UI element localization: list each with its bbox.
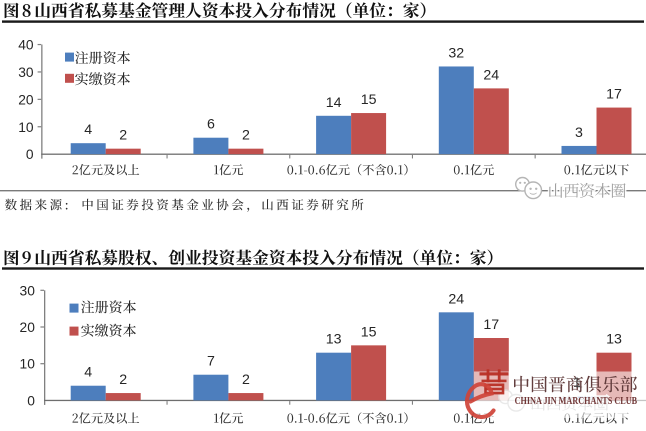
svg-text:6: 6: [207, 117, 215, 133]
svg-text:20: 20: [20, 320, 36, 335]
svg-text:1: 1: [573, 374, 581, 390]
svg-text:20: 20: [18, 92, 34, 107]
svg-text:17: 17: [606, 87, 622, 103]
svg-text:15: 15: [361, 324, 377, 340]
svg-text:3: 3: [575, 125, 583, 141]
svg-text:40: 40: [18, 38, 34, 53]
svg-text:13: 13: [606, 332, 622, 348]
svg-text:32: 32: [448, 46, 464, 62]
svg-text:14: 14: [326, 95, 342, 111]
svg-text:13: 13: [326, 332, 342, 348]
svg-text:10: 10: [18, 120, 34, 135]
svg-text:15: 15: [361, 92, 377, 108]
svg-text:0: 0: [27, 393, 35, 408]
svg-text:10: 10: [20, 357, 36, 372]
svg-text:4: 4: [84, 122, 92, 138]
svg-text:2: 2: [242, 128, 250, 144]
svg-text:17: 17: [483, 317, 499, 333]
svg-text:24: 24: [483, 67, 499, 83]
svg-text:30: 30: [20, 283, 36, 298]
svg-text:4: 4: [84, 365, 92, 381]
svg-text:2: 2: [119, 372, 127, 388]
svg-text:2: 2: [242, 372, 250, 388]
svg-text:0: 0: [26, 147, 34, 162]
svg-text:2: 2: [119, 128, 127, 144]
svg-text:24: 24: [448, 291, 464, 307]
svg-text:7: 7: [207, 354, 215, 370]
svg-text:30: 30: [18, 65, 34, 80]
svg-text:CHINA JIN MARCHANTS CLUB: CHINA JIN MARCHANTS CLUB: [515, 396, 638, 407]
